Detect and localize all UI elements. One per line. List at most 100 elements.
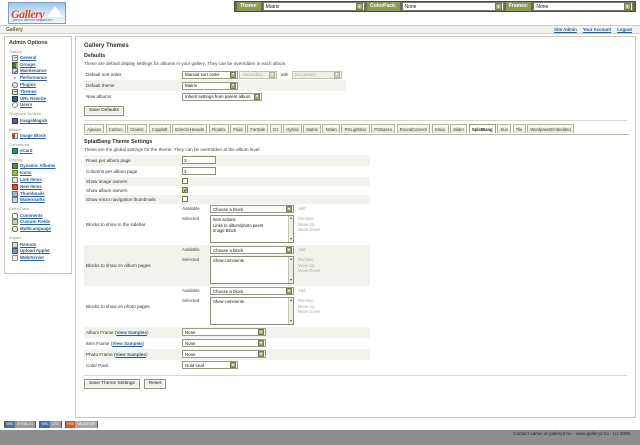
list-item[interactable]: Image Block: [213, 227, 237, 233]
photo-frame-view-samples-link[interactable]: View Samples: [115, 351, 146, 357]
scrollbar[interactable]: ▲ ▼: [288, 216, 293, 243]
sidebar-item-imagemagick[interactable]: ImageMagick: [8, 117, 68, 124]
sidebar-item-ecard[interactable]: eCard: [8, 148, 68, 155]
sidebar-item-comments[interactable]: Comments: [8, 212, 68, 219]
sort-direction-select[interactable]: Ascending ▼: [239, 70, 278, 79]
photo-add-button[interactable]: Add: [298, 288, 306, 294]
sidebar-item-image-block[interactable]: Image Block: [8, 132, 68, 140]
default-sort-order-select[interactable]: Manual sort order ▼: [182, 70, 238, 79]
show-album-owners-checkbox[interactable]: [182, 187, 188, 194]
xhtml-validator-badge[interactable]: W3C XHTML 1.0: [4, 421, 37, 428]
show-image-owners-checkbox[interactable]: [182, 178, 188, 185]
sidebar-item-users[interactable]: Users: [8, 102, 68, 109]
gallery-logo[interactable]: Gallery photo album organizer: [8, 2, 66, 24]
sidebar-item-thumbnails[interactable]: Thumbnails: [8, 190, 68, 197]
tab-fluid[interactable]: Fluid: [230, 124, 246, 134]
tab-sun[interactable]: Sun: [497, 124, 512, 134]
tab-slider[interactable]: Slider: [450, 124, 468, 134]
tab-siriux[interactable]: Siriux: [431, 124, 449, 134]
sidebar-item-icons[interactable]: Icons: [8, 170, 68, 177]
photo-remove-button[interactable]: Remove: [298, 298, 314, 304]
site-admin-link[interactable]: Site Admin: [554, 27, 577, 32]
sidebar-item-remote[interactable]: Remote: [8, 241, 68, 248]
sidebar-item-custom-fields[interactable]: Custom Fields: [8, 219, 68, 226]
list-item[interactable]: Show comments: [213, 299, 244, 305]
tab-nolan[interactable]: Nolan: [322, 124, 340, 134]
album-remove-button[interactable]: Remove: [298, 257, 314, 263]
album-available-block-select[interactable]: Choose a block ▼: [210, 246, 294, 255]
save-theme-settings-button[interactable]: Save Theme Settings: [84, 378, 140, 390]
colorpack-select[interactable]: None ▼: [401, 2, 504, 11]
tab-hybrid[interactable]: Hybrid: [283, 124, 302, 134]
sidebar-item-link-items[interactable]: Link Items: [8, 177, 68, 184]
tab-carbon[interactable]: Carbon: [105, 124, 126, 134]
album-move-down-button[interactable]: Move Down: [298, 268, 321, 274]
scrollbar[interactable]: ▲ ▼: [288, 298, 293, 325]
list-item[interactable]: Item actions: [213, 217, 236, 223]
list-item[interactable]: Links to album/photo peers: [213, 222, 264, 228]
photo-frame-select[interactable]: None ▼: [182, 350, 266, 359]
sidebar-item-maintenance[interactable]: Maintenance: [8, 68, 68, 75]
sidebar-item-upload-applet[interactable]: Upload Applet: [8, 248, 68, 255]
tab-splatbang[interactable]: SplatBang: [468, 124, 496, 134]
album-frame-select[interactable]: None ▼: [182, 328, 266, 337]
reset-button[interactable]: Reset: [143, 378, 167, 390]
photo-selected-blocks-list[interactable]: Show comments ▲ ▼: [210, 297, 294, 326]
list-item[interactable]: Show comments: [213, 258, 244, 264]
sidebar-item-groups[interactable]: Groups: [8, 61, 68, 68]
photo-move-down-button[interactable]: Move Down: [298, 309, 321, 315]
sidebar-selected-blocks-list[interactable]: Item actions Links to album/photo peers …: [210, 215, 294, 244]
sidebar-add-button[interactable]: Add: [298, 206, 306, 212]
sidebar-remove-button[interactable]: Remove: [298, 216, 314, 222]
album-move-up-button[interactable]: Move Up: [298, 262, 315, 268]
album-frame-view-samples-link[interactable]: View Samples: [116, 329, 147, 335]
tab-matrix[interactable]: Matrix: [303, 124, 321, 134]
photo-move-up-button[interactable]: Move Up: [298, 303, 315, 309]
tab-eclectichexads[interactable]: EclecticHexads: [172, 124, 208, 134]
your-account-link[interactable]: Your Account: [582, 27, 612, 32]
tab-g1[interactable]: G1: [269, 124, 282, 134]
sidebar-item-general[interactable]: General: [8, 54, 68, 62]
tab-wordpressembedded[interactable]: WordpressEmbedded: [527, 124, 574, 134]
scroll-down-icon[interactable]: ▼: [289, 319, 293, 324]
sidebar-item-web-server[interactable]: Web/Server: [8, 255, 68, 262]
scrollbar[interactable]: ▲ ▼: [288, 257, 293, 284]
tab-roundcorners[interactable]: RoundCorners: [396, 124, 431, 134]
tab-classic[interactable]: Classic: [127, 124, 148, 134]
sidebar-item-performance[interactable]: » Performance: [8, 75, 68, 82]
tab-pgbasso[interactable]: PGBasso: [371, 124, 396, 134]
scroll-down-icon[interactable]: ▼: [289, 237, 293, 242]
item-frame-select[interactable]: None ▼: [182, 339, 266, 348]
scroll-down-icon[interactable]: ▼: [289, 278, 293, 283]
sidebar-available-block-select[interactable]: Choose a block ▼: [210, 205, 294, 214]
breadcrumb[interactable]: Gallery: [6, 27, 23, 33]
tab-tile[interactable]: Tile: [512, 124, 526, 134]
theme-select[interactable]: Matrix ▼: [262, 2, 366, 11]
tab-forsale[interactable]: ForSale: [247, 124, 269, 134]
sidebar-item-dynamic-albums[interactable]: Dynamic Albums: [8, 163, 68, 170]
color-pack-select[interactable]: Gold Leaf ▼: [182, 361, 238, 370]
scroll-up-icon[interactable]: ▲: [289, 298, 293, 303]
sidebar-item-themes[interactable]: Themes: [8, 88, 68, 95]
sidebar-item-watermarks[interactable]: Watermarks: [8, 197, 68, 204]
sidebar-item-plugins[interactable]: Plugins: [8, 82, 68, 89]
rows-per-album-page-input[interactable]: 3: [182, 156, 216, 165]
album-selected-blocks-list[interactable]: Show comments ▲ ▼: [210, 256, 294, 285]
tab-copploft[interactable]: Copploft: [148, 124, 171, 134]
save-defaults-button[interactable]: Save Defaults: [84, 106, 124, 117]
sidebar-move-down-button[interactable]: Move Down: [298, 227, 321, 233]
default-theme-select[interactable]: Matrix ▼: [182, 81, 238, 90]
tab-ajaxian[interactable]: Ajaxian: [84, 124, 105, 134]
css-validator-badge[interactable]: W3C CSS: [39, 421, 62, 428]
photo-available-block-select[interactable]: Choose a block ▼: [210, 287, 294, 296]
scroll-up-icon[interactable]: ▲: [289, 257, 293, 262]
logout-link[interactable]: Logout: [617, 27, 632, 32]
sidebar-item-multilanguage[interactable]: MultiLanguage: [8, 226, 68, 233]
frames-select[interactable]: None ▼: [533, 2, 633, 11]
new-albums-select[interactable]: Inherit settings from parent album ▼: [182, 92, 262, 101]
sidebar-item-url-rewrite[interactable]: URL Rewrite: [8, 95, 68, 102]
tab-floatrix[interactable]: Floatrix: [208, 124, 229, 134]
album-add-button[interactable]: Add: [298, 247, 306, 253]
show-micro-nav-checkbox[interactable]: [182, 196, 188, 203]
sidebar-item-new-items[interactable]: New Items: [8, 183, 68, 190]
